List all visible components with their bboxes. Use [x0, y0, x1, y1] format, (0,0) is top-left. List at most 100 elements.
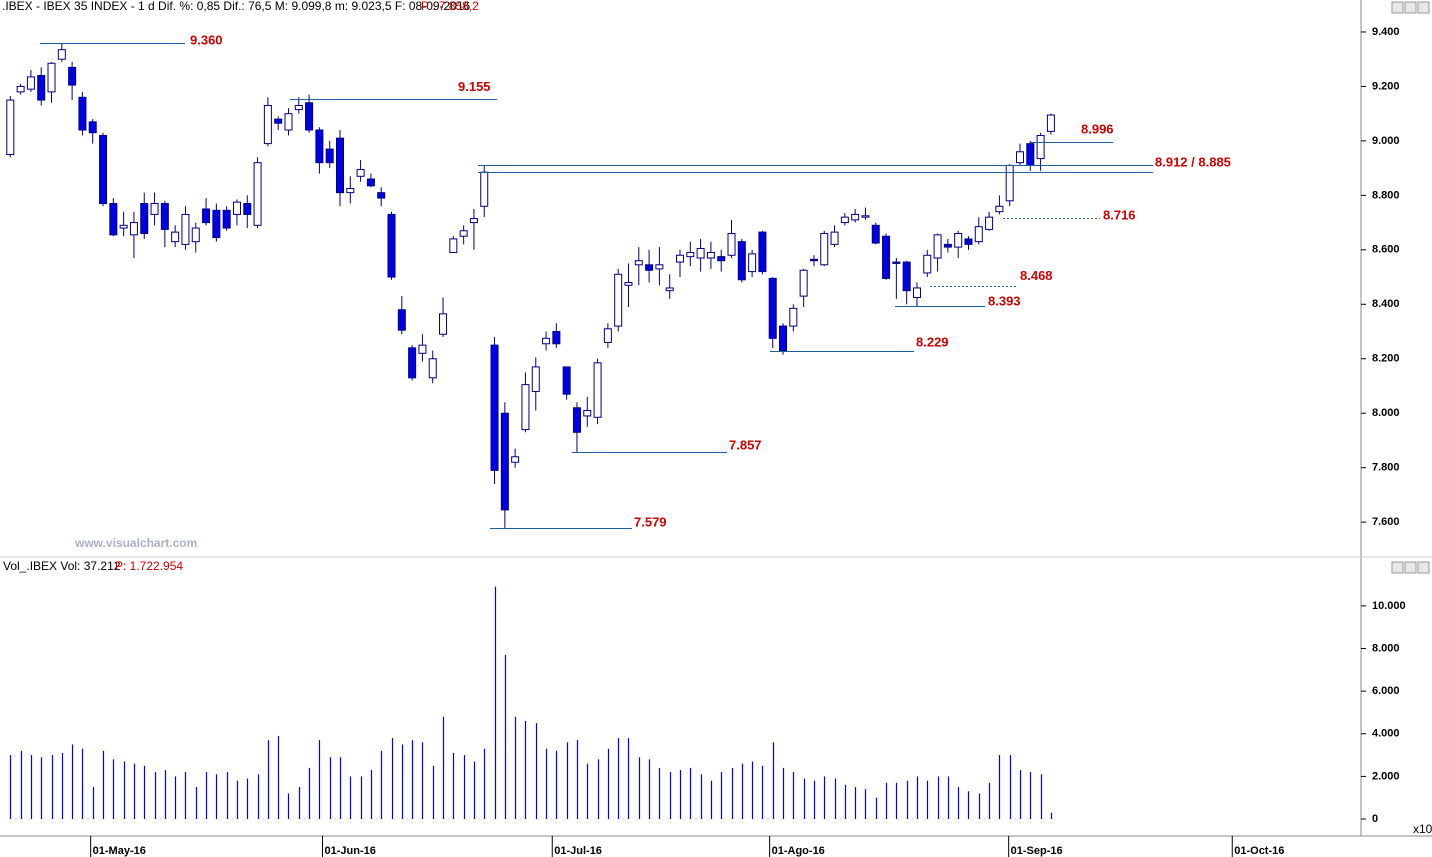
- level-label: 9.360: [190, 32, 223, 47]
- candle-body: [840, 216, 849, 224]
- candle-body: [500, 412, 509, 511]
- candle-body: [995, 205, 1004, 213]
- candle-body: [26, 76, 35, 90]
- y-tick-label: 8.600: [1372, 244, 1400, 256]
- y-tick-label: 7.800: [1372, 462, 1400, 474]
- candle-body: [181, 213, 190, 245]
- candle-body: [191, 227, 200, 243]
- button[interactable]: [1404, 1, 1417, 14]
- button[interactable]: [1391, 561, 1404, 574]
- button[interactable]: [1391, 1, 1404, 14]
- candle-body: [603, 328, 612, 343]
- y-tick-label: 8.000: [1372, 642, 1400, 654]
- candle-body: [572, 407, 581, 433]
- candle-body: [88, 121, 97, 134]
- x-tick-label: 01-Jul-16: [554, 845, 602, 857]
- candle-body: [119, 224, 128, 229]
- level-label: 7.579: [634, 514, 667, 529]
- volume-price: P: 1.722.954: [115, 559, 183, 573]
- y-tick-label: 9.200: [1372, 80, 1400, 92]
- window-buttons[interactable]: [1391, 1, 1430, 574]
- candle-body: [68, 66, 77, 86]
- candle-body: [552, 331, 561, 345]
- level-label: 8.393: [988, 294, 1021, 309]
- y-tick-label: 0: [1372, 813, 1378, 825]
- button[interactable]: [1417, 561, 1430, 574]
- y-tick-label: 8.800: [1372, 189, 1400, 201]
- candle-body: [696, 247, 705, 259]
- candle-body: [150, 203, 159, 215]
- candle-body: [1046, 114, 1055, 132]
- candle-body: [923, 254, 932, 274]
- candle-body: [274, 118, 283, 124]
- candle-body: [892, 261, 901, 264]
- candle-body: [830, 231, 839, 245]
- button[interactable]: [1417, 1, 1430, 14]
- candle-body: [717, 256, 726, 262]
- candle-body: [459, 230, 468, 237]
- candle-body: [882, 235, 891, 279]
- candle-body: [531, 366, 540, 392]
- candle-body: [109, 203, 118, 236]
- candle-body: [614, 273, 623, 327]
- candle-body: [779, 325, 788, 352]
- candle-body: [583, 409, 592, 417]
- level-label: 8.912 / 8.885: [1155, 154, 1231, 169]
- candle-body: [1005, 164, 1014, 202]
- y-tick-label: 8.000: [1372, 407, 1400, 419]
- volume-header: Vol_.IBEX Vol: 37.212: [3, 559, 121, 573]
- candle-body: [655, 264, 664, 270]
- candle-body: [408, 347, 417, 379]
- candle-body: [964, 238, 973, 245]
- candle-body: [47, 62, 56, 93]
- candle-body: [160, 203, 169, 230]
- candle-body: [871, 224, 880, 244]
- level-label: 8.716: [1103, 208, 1136, 223]
- candle-body: [78, 96, 87, 131]
- candle-body: [943, 243, 952, 248]
- candle-body: [243, 203, 252, 215]
- candle-body: [366, 178, 375, 187]
- level-label: 9.155: [458, 79, 491, 94]
- candle-body: [1016, 151, 1024, 164]
- candle-body: [665, 287, 674, 292]
- candle-body: [624, 282, 633, 286]
- candle-body: [748, 253, 757, 273]
- y-tick-label: 9.000: [1372, 135, 1400, 147]
- level-label: 8.229: [916, 334, 949, 349]
- level-label: 8.468: [1020, 268, 1053, 283]
- candle-body: [686, 252, 695, 258]
- candle-body: [542, 337, 551, 345]
- candle-body: [645, 264, 654, 271]
- candle-body: [851, 213, 860, 221]
- level-label: 7.857: [729, 438, 762, 453]
- candle-body: [562, 366, 571, 395]
- candle-body: [99, 134, 108, 205]
- watermark: www.visualchart.com: [74, 536, 197, 550]
- x-tick-label: 01-Sep-16: [1011, 845, 1063, 857]
- candle-body: [16, 85, 25, 93]
- candle-body: [789, 307, 798, 327]
- y-tick-label: 7.600: [1372, 516, 1400, 528]
- candle-body: [263, 104, 272, 145]
- candle-body: [294, 104, 303, 111]
- x-tick-label: 01-Jun-16: [324, 845, 375, 857]
- candle-body: [758, 231, 767, 273]
- y-tick-label: 2.000: [1372, 770, 1400, 782]
- button[interactable]: [1404, 561, 1417, 574]
- candle-body: [428, 358, 437, 379]
- candle-body: [676, 254, 684, 263]
- candle-body: [6, 99, 15, 156]
- candle-body: [315, 129, 324, 164]
- header: .IBEX - IBEX 35 INDEX - 1 d Dif. %: 0,85…: [2, 0, 471, 13]
- x-tick-label: 01-Ago-16: [772, 845, 825, 857]
- y-tick-label: 4.000: [1372, 728, 1400, 740]
- candle-body: [737, 241, 746, 281]
- candle-body: [469, 218, 478, 224]
- candle-body: [1036, 134, 1045, 160]
- header-price: P : 7.858,2: [421, 0, 479, 13]
- candle-body: [377, 192, 386, 199]
- candle-body: [593, 362, 602, 418]
